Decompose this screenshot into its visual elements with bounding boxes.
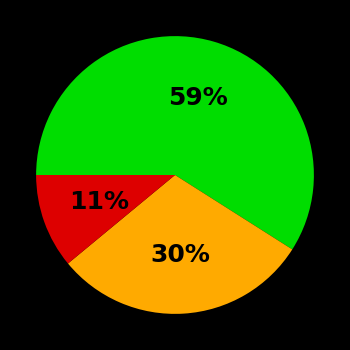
Wedge shape	[68, 175, 292, 314]
Wedge shape	[36, 36, 314, 250]
Text: 30%: 30%	[150, 243, 210, 267]
Text: 59%: 59%	[168, 86, 228, 110]
Wedge shape	[36, 175, 175, 264]
Text: 11%: 11%	[69, 190, 129, 214]
